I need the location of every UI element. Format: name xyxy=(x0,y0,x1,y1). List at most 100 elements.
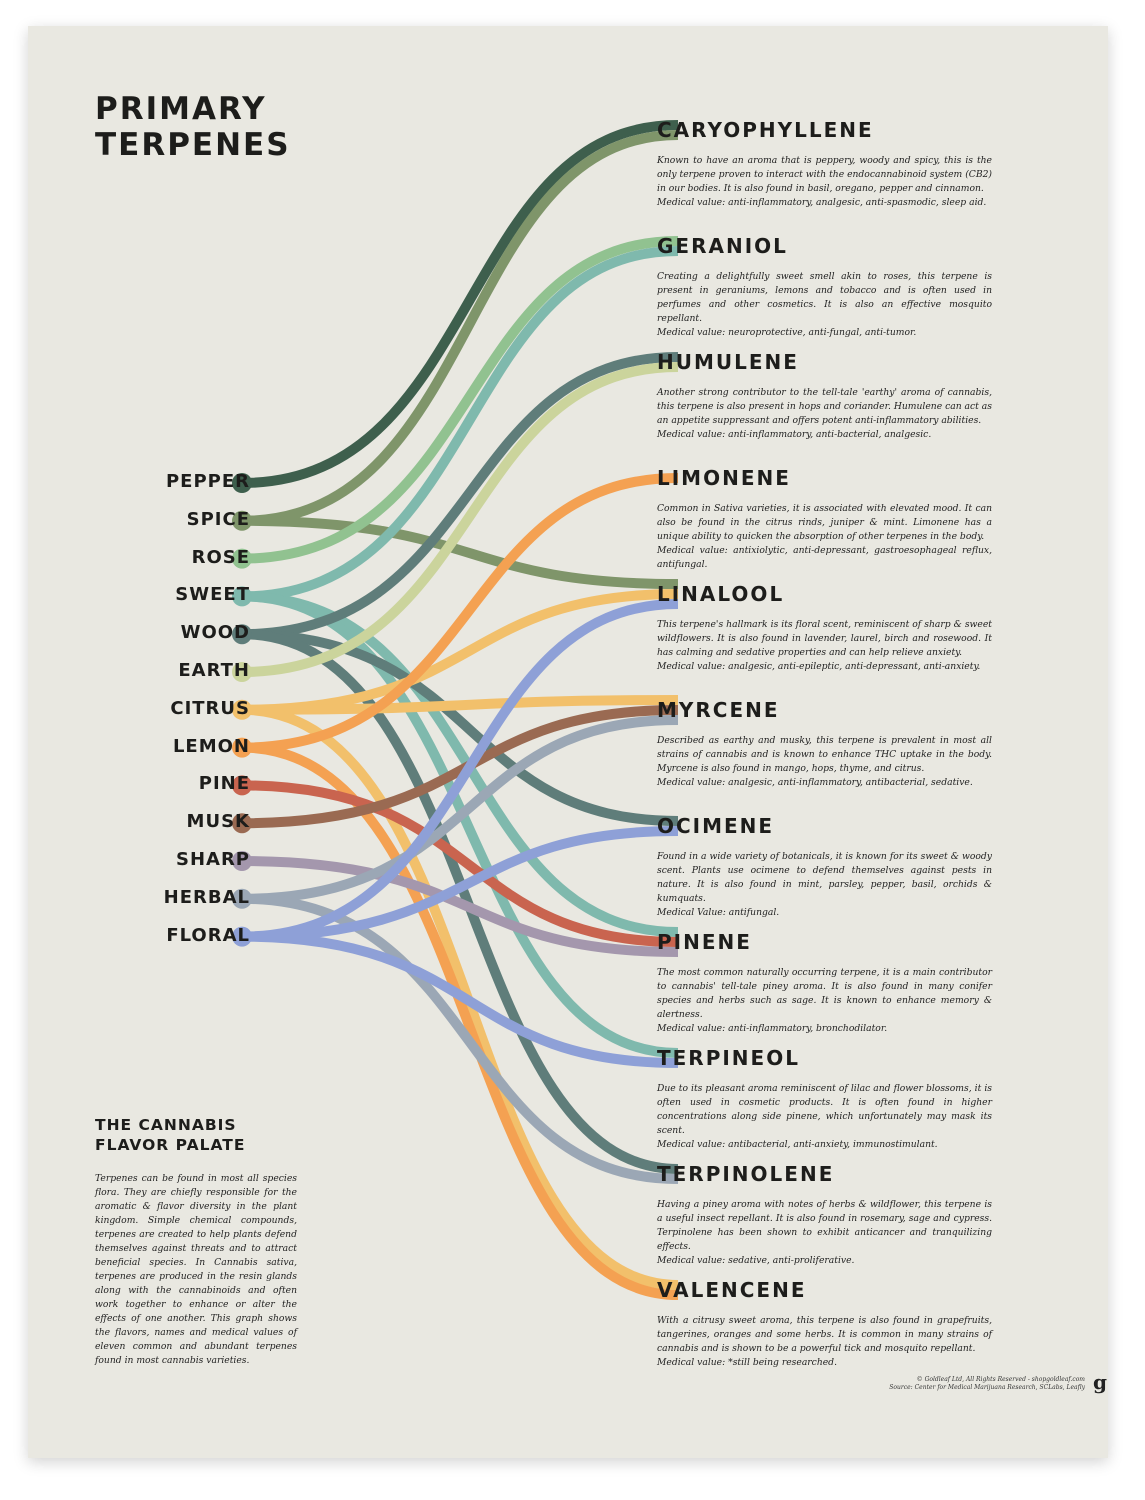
flavor-dot xyxy=(232,624,252,645)
terpene-entry: GERANIOL Creating a delightfully sweet s… xyxy=(657,234,992,340)
terpene-medical-value: Medical value: analgesic, anti-epileptic… xyxy=(657,661,981,672)
link-pine-pinene xyxy=(241,780,679,947)
terpene-description: The most common naturally occurring terp… xyxy=(657,967,992,1020)
subtitle-line-2: FLAVOR PALATE xyxy=(95,1136,246,1155)
flavor-dot xyxy=(232,586,252,607)
terpene-name: TERPINOLENE xyxy=(657,1162,835,1186)
link-herbal-myrcene xyxy=(241,715,679,904)
terpene-name: TERPINEOL xyxy=(657,1046,800,1070)
terpene-entry: VALENCENE With a citrusy sweet aroma, th… xyxy=(657,1278,992,1370)
flavor-dot xyxy=(232,813,252,834)
terpene-name: MYRCENE xyxy=(657,698,780,722)
flavor-dot xyxy=(232,699,252,720)
link-citrus-myrcene xyxy=(241,695,679,715)
copyright: © Goldleaf Ltd, All Rights Reserved - sh… xyxy=(916,1376,1085,1383)
terpene-description: Another strong contributor to the tell-t… xyxy=(657,387,992,426)
terpene-entry: MYRCENE Described as earthy and musky, t… xyxy=(657,698,992,790)
flavor-dot xyxy=(232,473,252,493)
link-pepper-caryophyllene xyxy=(241,120,679,488)
terpene-description: With a citrusy sweet aroma, this terpene… xyxy=(657,1315,992,1354)
flavor-dot xyxy=(232,662,252,682)
link-wood-humulene xyxy=(241,352,679,640)
intro-text: Terpenes can be found in most all specie… xyxy=(95,1173,297,1366)
terpene-medical-value: Medical value: anti-inflammatory, anti-b… xyxy=(657,429,932,440)
title-line-2: TERPENES xyxy=(95,126,291,163)
flavor-label: WOOD xyxy=(180,622,250,644)
terpene-entry: LIMONENE Common in Sativa varieties, it … xyxy=(657,466,992,572)
flavor-label: MUSK xyxy=(186,811,250,833)
terpene-medical-value: Medical value: sedative, anti-proliferat… xyxy=(657,1255,855,1266)
terpene-description: Known to have an aroma that is peppery, … xyxy=(657,155,992,194)
link-floral-ocimene xyxy=(241,826,679,942)
terpene-name: PINENE xyxy=(657,930,752,954)
link-spice-linalool xyxy=(241,515,679,589)
footer-credits: © Goldleaf Ltd, All Rights Reserved - sh… xyxy=(889,1376,1085,1392)
title-line-1: PRIMARY xyxy=(95,91,267,127)
flavor-label: SPICE xyxy=(186,508,250,530)
link-citrus-linalool xyxy=(241,589,679,715)
link-sweet-geraniol xyxy=(241,246,679,602)
flavor-dot xyxy=(232,926,252,947)
terpene-medical-value: Medical Value: antifungal. xyxy=(657,907,780,918)
page-title: PRIMARY TERPENES xyxy=(95,91,291,163)
flavor-label: HERBAL xyxy=(163,886,250,908)
flavor-dot xyxy=(232,548,252,569)
link-floral-linalool xyxy=(241,599,679,942)
subtitle-line-1: THE CANNABIS xyxy=(95,1116,237,1134)
terpene-name: LIMONENE xyxy=(657,466,791,490)
terpene-entry: TERPINEOL Due to its pleasant aroma remi… xyxy=(657,1046,992,1152)
terpene-entry: CARYOPHYLLENE Known to have an aroma tha… xyxy=(657,118,992,210)
link-rose-geraniol xyxy=(241,236,679,564)
terpene-entry: OCIMENE Found in a wide variety of botan… xyxy=(657,814,992,920)
terpene-medical-value: Medical value: anti-inflammatory, analge… xyxy=(657,197,987,208)
terpene-name: CARYOPHYLLENE xyxy=(657,118,874,142)
terpene-entry: TERPINOLENE Having a piney aroma with no… xyxy=(657,1162,992,1268)
flavor-dot xyxy=(232,510,252,531)
terpene-description: Found in a wide variety of botanicals, i… xyxy=(657,851,992,904)
terpene-name: OCIMENE xyxy=(657,814,775,838)
terpene-entry: PINENE The most common naturally occurri… xyxy=(657,930,992,1036)
terpene-medical-value: Medical value: anti-inflammatory, bronch… xyxy=(657,1023,888,1034)
link-lemon-limonene xyxy=(241,473,679,753)
link-lemon-valencene xyxy=(241,742,679,1300)
subtitle: THE CANNABIS FLAVOR PALATE xyxy=(95,1115,245,1155)
flavor-label: EARTH xyxy=(178,660,250,681)
flavor-dot xyxy=(232,775,252,796)
terpene-description: This terpene's hallmark is its floral sc… xyxy=(657,619,992,658)
flavor-label: ROSE xyxy=(191,546,250,568)
terpene-description: Creating a delightfully sweet smell akin… xyxy=(657,271,992,324)
terpene-medical-value: Medical value: antibacterial, anti-anxie… xyxy=(657,1139,938,1150)
flavor-label: LEMON xyxy=(172,735,250,757)
terpene-entry: HUMULENE Another strong contributor to t… xyxy=(657,350,992,442)
terpene-name: VALENCENE xyxy=(657,1278,807,1302)
flavor-label: FLORAL xyxy=(166,924,250,946)
flavor-dot xyxy=(232,888,252,909)
link-spice-caryophyllene xyxy=(241,130,679,526)
terpene-description: Common in Sativa varieties, it is associ… xyxy=(657,503,992,542)
terpene-medical-value: Medical value: neuroprotective, anti-fun… xyxy=(657,327,917,338)
terpene-description: Due to its pleasant aroma reminiscent of… xyxy=(657,1083,992,1136)
link-wood-ocimene xyxy=(241,629,679,826)
link-earth-humulene xyxy=(241,362,679,677)
terpene-medical-value: Medical value: analgesic, anti-inflammat… xyxy=(657,777,973,788)
source: Source: Center for Medical Marijuana Res… xyxy=(889,1384,1085,1391)
flavor-label: PEPPER xyxy=(165,471,250,492)
brand-logo: g xyxy=(1093,1370,1107,1394)
flavor-label: CITRUS xyxy=(170,697,250,719)
terpene-name: HUMULENE xyxy=(657,350,799,374)
flavor-label: SWEET xyxy=(175,584,250,606)
terpene-entry: LINALOOL This terpene's hallmark is its … xyxy=(657,582,992,674)
link-floral-terpineol xyxy=(241,931,679,1068)
flavor-label: SHARP xyxy=(175,849,250,870)
terpene-medical-value: Medical value: *still being researched. xyxy=(657,1357,837,1368)
terpene-description: Described as earthy and musky, this terp… xyxy=(657,735,992,774)
link-sharp-pinene xyxy=(241,856,679,957)
terpene-name: GERANIOL xyxy=(657,234,788,258)
flavor-label: PINE xyxy=(198,773,250,795)
terpene-name: LINALOOL xyxy=(657,582,785,606)
terpene-medical-value: Medical value: antixiolytic, anti-depres… xyxy=(657,545,992,570)
flavor-dot xyxy=(232,737,252,758)
flavor-dot xyxy=(232,851,252,871)
terpene-description: Having a piney aroma with notes of herbs… xyxy=(657,1199,992,1252)
